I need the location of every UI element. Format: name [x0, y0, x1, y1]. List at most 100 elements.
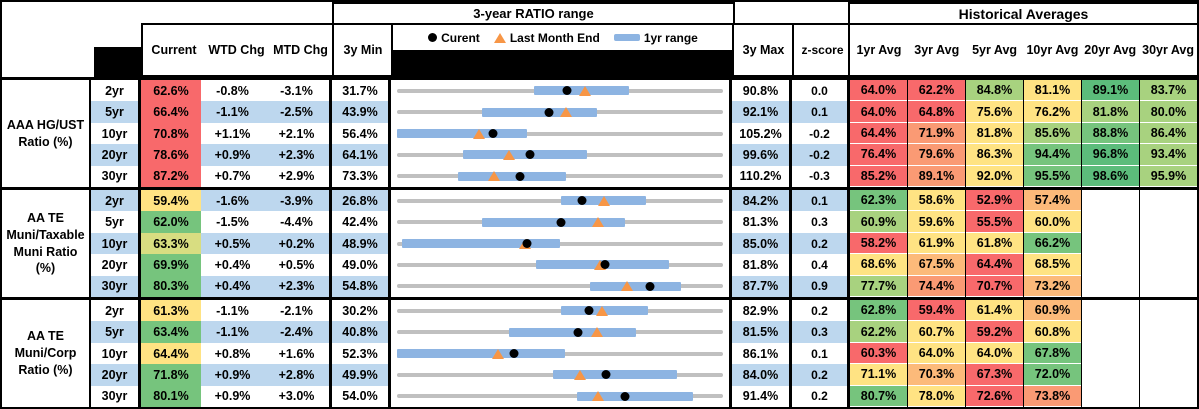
- divider: [138, 144, 141, 166]
- avg-cell: 64.8%: [908, 101, 965, 123]
- avg-cell: 60.8%: [1024, 321, 1081, 343]
- table-row: 5yr 62.0% -1.5% -4.4% 42.4% 81.3% 0.3 60.9% 59.6…: [91, 211, 1197, 233]
- avg-cell: 92.0%: [966, 165, 1023, 188]
- 3y-min-cell: 73.3%: [342, 169, 378, 184]
- divider: [965, 190, 966, 212]
- current-cell: 78.6%: [141, 144, 201, 166]
- avg-cell: [1140, 190, 1197, 212]
- table-header: 3-year RATIO range Historical Averages C…: [2, 2, 1197, 77]
- avg-cell: 60.3%: [850, 342, 907, 365]
- avg-cell: [1140, 300, 1197, 322]
- range-chart-track: [397, 300, 723, 321]
- divider: [729, 190, 732, 212]
- 3y-max-cell: 99.6%: [732, 144, 789, 166]
- divider: [789, 342, 792, 365]
- 1yr-range-bar-icon: [613, 34, 640, 41]
- 3y-max-column-header: 3y Max: [732, 23, 795, 77]
- divider: [847, 144, 850, 166]
- avg-cell: 79.6%: [908, 144, 965, 166]
- avg-cell: [1140, 321, 1197, 343]
- divider: [329, 122, 332, 145]
- 3y-min-cell: 43.9%: [332, 101, 388, 123]
- current-cell: 64.4%: [141, 342, 201, 365]
- current-column-header: Current: [151, 43, 197, 57]
- tenor-cell: 30yr: [101, 169, 128, 184]
- range-chart-track: [397, 144, 723, 165]
- divider: [1139, 144, 1140, 166]
- divider: [1023, 80, 1024, 102]
- divider: [329, 101, 332, 123]
- 1yr-range-bar: [552, 370, 678, 380]
- range-chart-cell: [391, 165, 729, 188]
- divider: [329, 254, 332, 276]
- avg-cell: [1140, 232, 1197, 255]
- divider: [965, 342, 966, 365]
- divider: [1081, 300, 1082, 322]
- 1yr-range-bar: [590, 281, 682, 291]
- divider: [907, 165, 908, 188]
- divider: [138, 321, 141, 343]
- divider: [1023, 300, 1024, 322]
- avg-cell: 68.6%: [850, 254, 907, 276]
- avg-cell: [1140, 342, 1197, 365]
- avg-cell: 58.2%: [850, 232, 907, 255]
- divider: [1081, 122, 1082, 145]
- z-score-cell: 0.2: [811, 303, 828, 318]
- mtd-chg-cell: +0.5%: [278, 257, 315, 272]
- table-row: 2yr 61.3% -1.1% -2.1% 30.2% 82.9% 0.2 62.8% 59.4…: [91, 300, 1197, 322]
- range-chart-track: [397, 386, 723, 407]
- avg-cell: 86.3%: [966, 144, 1023, 166]
- divider: [329, 232, 332, 255]
- divider: [847, 275, 850, 298]
- avg-cell: 52.9%: [966, 190, 1023, 212]
- divider: [1081, 190, 1082, 212]
- 1yr-range-bar: [482, 217, 625, 227]
- chart-legend: Curent Last Month End 1yr range: [393, 25, 733, 50]
- divider: [388, 80, 391, 102]
- avg-cell: 62.2%: [908, 80, 965, 102]
- avg-cell: 78.0%: [908, 385, 965, 407]
- z-score-cell: 0.2: [792, 232, 847, 255]
- avg-cell: 80.7%: [850, 385, 907, 407]
- z-score-cell: 0.3: [811, 215, 828, 230]
- 1yr-range-bar: [509, 327, 637, 337]
- last-month-end-marker: [488, 171, 501, 182]
- table-row: 20yr 71.8% +0.9% +2.8% 49.9% 84.0% 0.2 71.1% 70.…: [91, 364, 1197, 386]
- mtd-chg-cell: +0.2%: [264, 232, 329, 255]
- 3y-max-cell: 81.5%: [732, 321, 789, 343]
- current-marker: [601, 370, 611, 380]
- last-month-end-marker: [560, 107, 573, 118]
- divider: [1139, 101, 1140, 123]
- wtd-chg-cell: +0.5%: [201, 232, 264, 255]
- divider: [388, 232, 391, 255]
- table-section: AAA HG/UST Ratio (%) 2yr 62.6% -0.8% -3.1% 31…: [2, 77, 1197, 188]
- divider: [1023, 385, 1024, 407]
- mtd-chg-cell: +2.8%: [264, 364, 329, 386]
- legend-current-label: Curent: [441, 30, 480, 45]
- divider: [138, 122, 141, 145]
- last-month-end-marker: [473, 128, 486, 139]
- legend-last-month-end: Last Month End: [493, 31, 600, 45]
- tenor-cell: 20yr: [91, 364, 138, 386]
- 3y-min-cell: 49.0%: [342, 257, 378, 272]
- divider: [388, 300, 391, 322]
- 3y-range-line: [397, 198, 723, 203]
- range-chart-track: [397, 321, 723, 342]
- avg-cell: 74.4%: [908, 275, 965, 298]
- tenor-cell: 2yr: [105, 303, 124, 318]
- divider: [329, 385, 332, 407]
- divider: [907, 364, 908, 386]
- divider: [1139, 190, 1140, 212]
- last-month-end-marker: [503, 149, 516, 160]
- divider: [1081, 385, 1082, 407]
- chart-group-title: 3-year RATIO range: [332, 2, 735, 25]
- divider: [789, 211, 792, 233]
- divider: [965, 232, 966, 255]
- divider: [847, 254, 850, 276]
- last-month-end-marker: [620, 281, 633, 292]
- avg-cell: 83.7%: [1140, 80, 1197, 102]
- 1yr-range-bar: [402, 239, 561, 249]
- table-row: 10yr 63.3% +0.5% +0.2% 48.9% 85.0% 0.2 58.2% 61.…: [91, 232, 1197, 255]
- 3y-max-cell: 87.7%: [732, 275, 789, 298]
- table-row: 5yr 63.4% -1.1% -2.4% 40.8% 81.5% 0.3 62.2% 60.7…: [91, 321, 1197, 343]
